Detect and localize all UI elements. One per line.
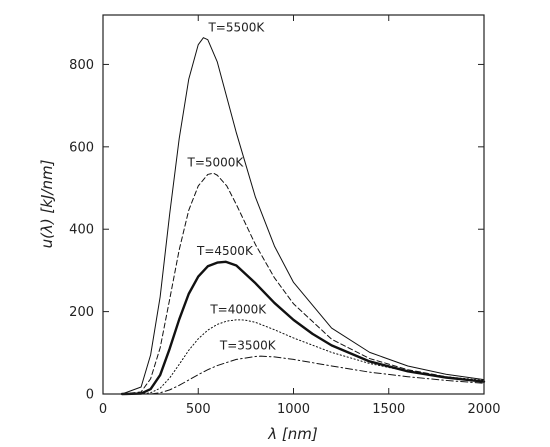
curve-labels-layer: T=5500K T=5000K T=4500K T=4000K T=3500K [186,20,276,352]
curve-label: T=4000K [209,302,267,316]
curve-label: T=5000K [186,156,244,170]
y-tick-label: 800 [69,58,94,73]
ticks-layer: 0 500 1000 1500 2000 0 200 400 600 800 [69,15,501,417]
series-line-t-5000k [121,172,485,395]
y-tick-label: 0 [86,388,94,403]
curve-label: T=5500K [207,20,265,34]
curve-label: T=3500K [219,339,277,353]
x-tick-label: 0 [99,402,107,417]
y-tick-label: 400 [69,223,94,238]
series-line-t-5500k [121,37,485,395]
x-tick-label: 1500 [372,402,405,417]
x-tick-label: 1000 [277,402,310,417]
plot-frame [102,14,485,395]
x-tick-label: 2000 [467,402,500,417]
x-axis-title: λ [nm] [267,425,318,443]
series-line-t-4500k [120,260,486,396]
y-axis-title: u(λ) [kJ/nm] [38,159,56,248]
x-tick-label: 500 [186,402,211,417]
y-tick-label: 600 [69,140,94,155]
series-line-t-3500k [121,355,485,395]
curves-layer [120,37,486,396]
curve-label: T=4500K [196,244,254,258]
y-tick-label: 200 [69,305,94,320]
series-line-t-4000k [121,319,485,395]
